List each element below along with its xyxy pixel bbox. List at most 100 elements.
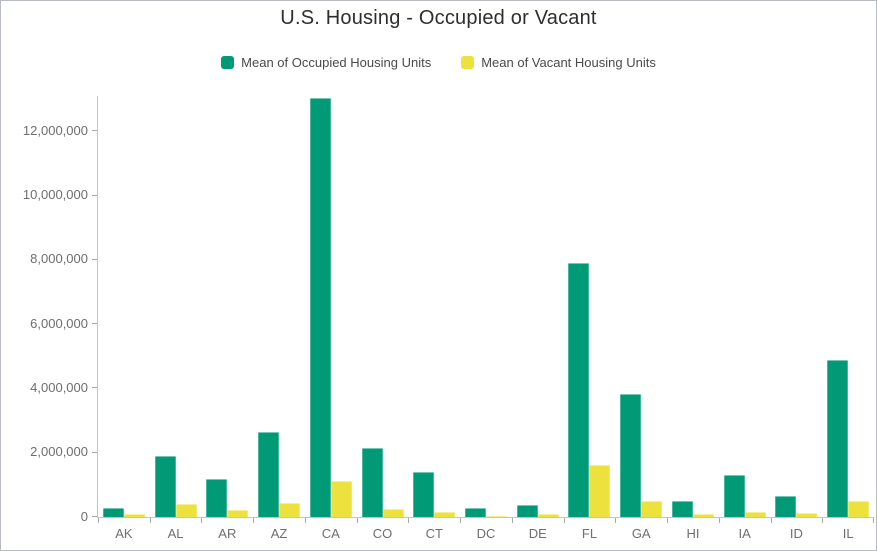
- x-axis-tick: [98, 518, 99, 523]
- x-axis-label-ar: AR: [218, 526, 237, 541]
- x-axis-tick: [563, 518, 565, 523]
- x-axis-label-ak: AK: [115, 526, 133, 541]
- x-axis-label-hi: HI: [686, 526, 700, 541]
- chart-legend: Mean of Occupied Housing Units Mean of V…: [1, 55, 876, 70]
- bar-ia-occupied[interactable]: [723, 475, 745, 517]
- category-group-fl: [564, 96, 616, 517]
- y-axis-tick-label: 12,000,000: [22, 122, 88, 138]
- x-axis-label-fl: FL: [581, 526, 598, 541]
- y-axis-tick: [92, 258, 97, 260]
- bar-ga-occupied[interactable]: [620, 394, 642, 517]
- x-axis-tick: [873, 518, 874, 523]
- x-axis-tick: [304, 518, 306, 523]
- bar-ia-vacant[interactable]: [744, 512, 766, 517]
- bar-co-vacant[interactable]: [382, 509, 404, 517]
- bar-id-occupied[interactable]: [775, 496, 797, 517]
- legend-item-vacant[interactable]: Mean of Vacant Housing Units: [461, 55, 656, 70]
- x-axis-tick: [149, 518, 151, 523]
- bar-il-occupied[interactable]: [827, 360, 849, 517]
- y-axis-tick-label: 8,000,000: [30, 251, 88, 267]
- category-group-hi: [667, 96, 719, 517]
- x-axis-label-ia: IA: [738, 526, 751, 541]
- x-axis-label-id: ID: [789, 526, 803, 541]
- bar-fl-occupied[interactable]: [568, 263, 590, 517]
- bar-dc-occupied[interactable]: [465, 508, 486, 517]
- category-group-id: [771, 96, 823, 517]
- x-axis-labels: AK AL AR AZ CA CO CT DC DE FL GA HI IA ID IL: [98, 526, 874, 541]
- bar-az-occupied[interactable]: [258, 432, 280, 517]
- y-axis-tick: [92, 130, 97, 132]
- bar-ct-occupied[interactable]: [413, 472, 435, 517]
- x-axis-tick: [201, 518, 203, 523]
- bar-dc-vacant[interactable]: [486, 516, 507, 517]
- x-axis-tick: [822, 518, 824, 523]
- category-group-ca: [305, 96, 357, 517]
- y-axis-tick: [92, 387, 97, 389]
- bar-al-vacant[interactable]: [175, 504, 197, 517]
- x-axis-label-ct: CT: [425, 526, 443, 541]
- x-axis-label-dc: DC: [476, 526, 496, 541]
- y-axis-tick-label: 10,000,000: [22, 187, 88, 203]
- bars-layer: [98, 96, 874, 517]
- bar-id-vacant[interactable]: [796, 513, 818, 517]
- bar-ar-occupied[interactable]: [206, 479, 228, 517]
- category-group-ia: [719, 96, 771, 517]
- x-axis-label-ca: CA: [321, 526, 340, 541]
- y-axis-tick: [92, 323, 97, 325]
- bar-il-vacant[interactable]: [848, 501, 870, 517]
- y-axis-tick-label: 0: [80, 508, 88, 524]
- x-axis-label-al: AL: [167, 526, 184, 541]
- legend-item-occupied[interactable]: Mean of Occupied Housing Units: [221, 55, 431, 70]
- legend-swatch-occupied-icon: [221, 56, 235, 69]
- y-axis-tick: [92, 194, 97, 196]
- x-axis-label-az: AZ: [270, 526, 288, 541]
- y-axis-tick-label: 6,000,000: [30, 315, 88, 331]
- legend-label-vacant: Mean of Vacant Housing Units: [481, 55, 656, 70]
- bar-hi-vacant[interactable]: [692, 514, 714, 517]
- bar-ca-vacant[interactable]: [330, 481, 352, 517]
- x-axis-tick: [408, 518, 410, 523]
- x-axis-tick: [356, 518, 358, 523]
- x-axis-label-de: DE: [528, 526, 547, 541]
- bar-ar-vacant[interactable]: [227, 510, 249, 517]
- category-group-ar: [201, 96, 253, 517]
- bar-ak-vacant[interactable]: [123, 514, 145, 517]
- bar-ga-vacant[interactable]: [641, 501, 663, 517]
- category-group-il: [822, 96, 874, 517]
- x-axis-label-ga: GA: [631, 526, 651, 541]
- bar-ca-occupied[interactable]: [309, 98, 331, 517]
- x-axis-tick: [253, 518, 255, 523]
- category-group-al: [150, 96, 202, 517]
- y-axis-tick: [92, 516, 97, 517]
- category-group-dc: [460, 96, 512, 517]
- category-group-co: [357, 96, 409, 517]
- bar-ak-occupied[interactable]: [102, 508, 124, 517]
- y-axis-tick: [92, 451, 97, 453]
- y-axis-tick-label: 4,000,000: [30, 379, 88, 395]
- bar-az-vacant[interactable]: [279, 503, 301, 517]
- bar-co-occupied[interactable]: [361, 448, 383, 517]
- category-group-de: [512, 96, 564, 517]
- x-axis-label-il: IL: [842, 526, 854, 541]
- chart-title: U.S. Housing - Occupied or Vacant: [280, 7, 597, 29]
- bar-de-vacant[interactable]: [537, 514, 559, 517]
- x-axis-tick: [667, 518, 669, 523]
- bar-hi-occupied[interactable]: [671, 501, 693, 517]
- category-group-ak: [98, 96, 150, 517]
- x-axis-tick: [718, 518, 720, 523]
- bar-fl-vacant[interactable]: [589, 465, 611, 517]
- x-axis-tick: [511, 518, 513, 523]
- x-axis-label-co: CO: [372, 526, 393, 541]
- x-axis-tick: [770, 518, 772, 523]
- x-axis-tick: [460, 518, 462, 523]
- x-axis-tick: [615, 518, 617, 523]
- legend-swatch-vacant-icon: [461, 56, 475, 69]
- y-axis-tick-label: 2,000,000: [30, 444, 88, 460]
- category-group-az: [253, 96, 305, 517]
- category-group-ga: [615, 96, 667, 517]
- bar-ct-vacant[interactable]: [434, 512, 456, 517]
- bar-al-occupied[interactable]: [154, 456, 176, 517]
- bar-de-occupied[interactable]: [516, 505, 538, 517]
- plot-area: AK AL AR AZ CA CO CT DC DE FL GA HI IA ID IL 0 2,000,00…: [23, 96, 874, 541]
